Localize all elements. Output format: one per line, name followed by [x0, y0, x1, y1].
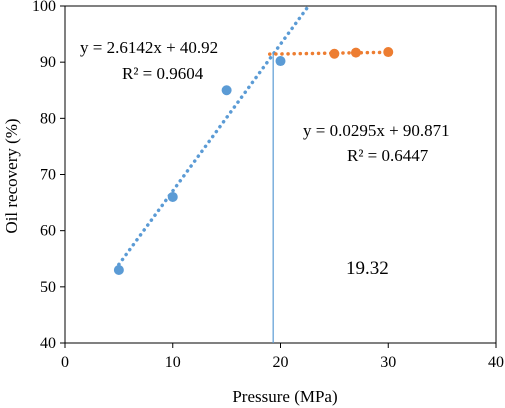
- data-point-series-1: [275, 56, 286, 67]
- y-axis-title: Oil recovery (%): [2, 118, 21, 233]
- x-tick-label: 0: [61, 354, 69, 371]
- y-tick-label: 80: [40, 110, 56, 127]
- y-tick-label: 90: [40, 54, 56, 71]
- data-point-series-1: [167, 191, 178, 202]
- intersection-label: 19.32: [346, 258, 389, 279]
- trendline-series-2: [267, 50, 390, 56]
- r2-series-2: R² = 0.6447: [347, 146, 429, 165]
- y-tick-label: 40: [40, 335, 56, 352]
- x-tick-label: 30: [380, 354, 396, 371]
- data-point-series-2: [329, 48, 340, 59]
- x-tick-label: 20: [273, 354, 289, 371]
- y-tick-label: 50: [40, 279, 56, 296]
- r2-series-1: R² = 0.9604: [122, 64, 204, 83]
- x-axis-title: Pressure (MPa): [232, 387, 337, 406]
- x-tick-label: 40: [488, 354, 504, 371]
- equation-series-1: y = 2.6142x + 40.92: [80, 38, 218, 57]
- data-point-series-1: [221, 85, 232, 96]
- equation-series-2: y = 0.0295x + 90.871: [303, 121, 450, 140]
- x-tick-label: 10: [165, 354, 181, 371]
- trendline-series-1: [117, 4, 311, 267]
- y-tick-label: 100: [32, 0, 56, 15]
- data-point-series-2: [383, 47, 394, 58]
- y-tick-label: 70: [40, 167, 56, 184]
- data-point-series-2: [350, 47, 361, 58]
- data-point-series-1: [113, 264, 124, 275]
- y-tick-label: 60: [40, 223, 56, 240]
